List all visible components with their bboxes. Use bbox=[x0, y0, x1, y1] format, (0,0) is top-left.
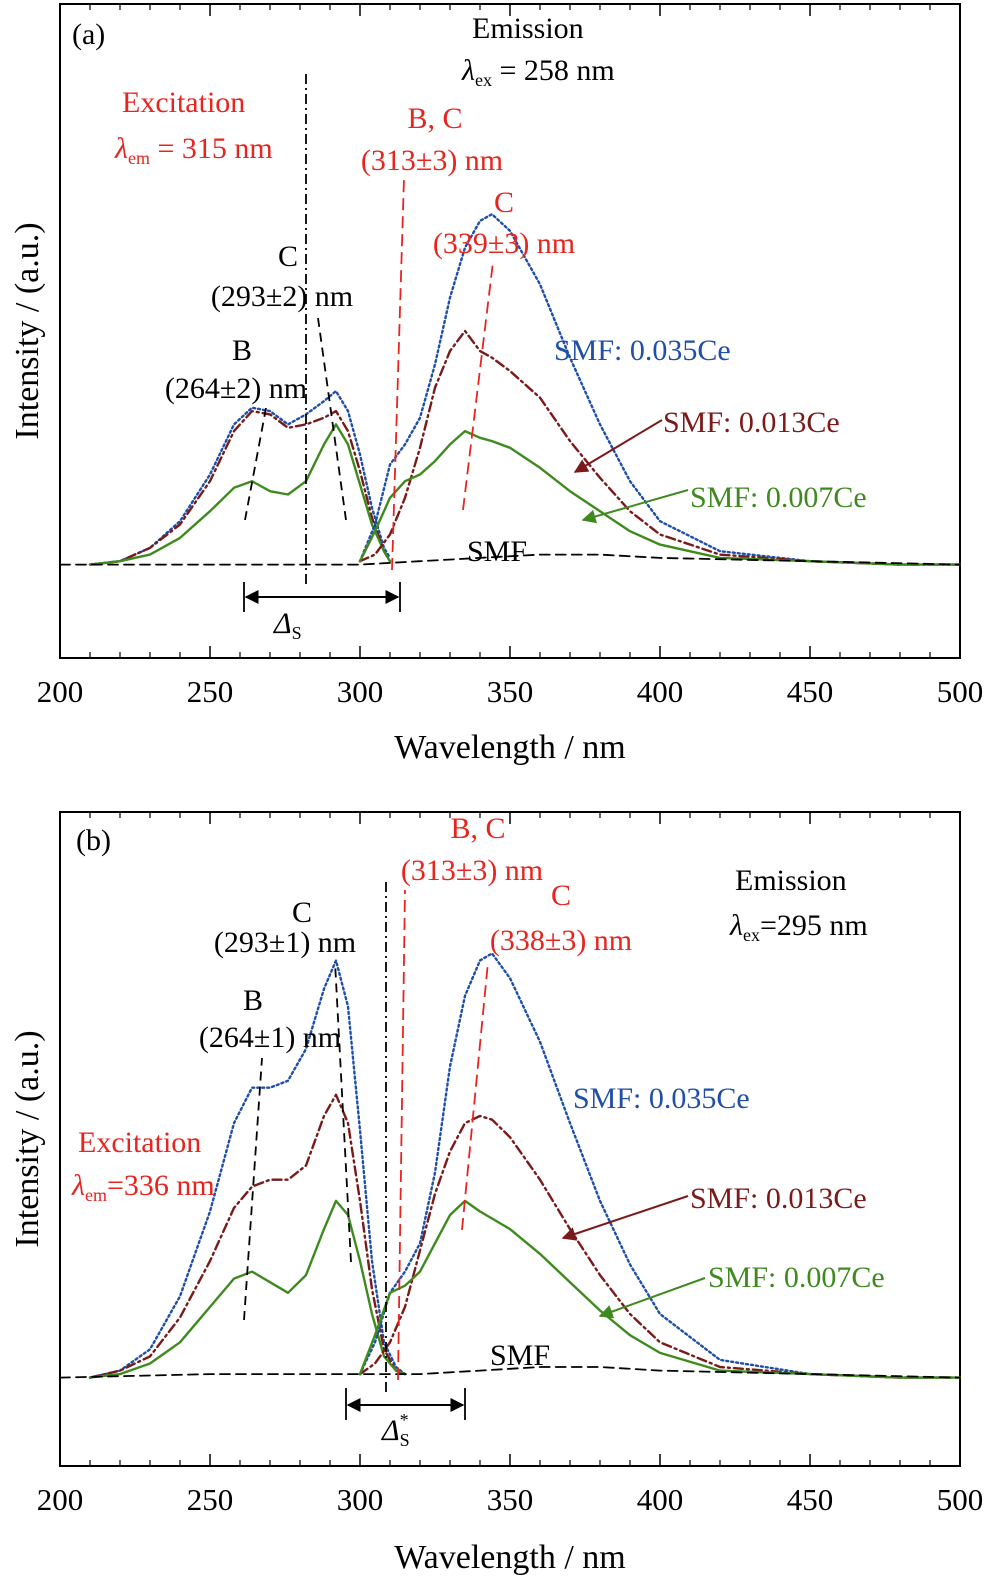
series-line-emission-smf-0-035ce bbox=[358, 952, 962, 1379]
excitation-lambda-b: λem=336 nm bbox=[71, 1169, 215, 1205]
emission-lambda-b: λex=295 nm bbox=[729, 909, 868, 945]
emission-lambda-a: λex = 258 nm bbox=[461, 54, 615, 90]
series-line-emission-smf-0-013ce bbox=[358, 329, 962, 566]
x-axis-title-a: Wavelength / nm bbox=[394, 729, 625, 766]
series-line-excitation-smf-0-013ce bbox=[88, 409, 392, 566]
x-tick-label: 400 bbox=[637, 674, 684, 709]
series-line-emission-smf-0-035ce bbox=[358, 213, 962, 566]
peak-bc-red-label-b: B, C bbox=[450, 812, 505, 845]
legend-013-b: SMF: 0.013Ce bbox=[690, 1182, 867, 1215]
peak-b-black-value-b: (264±1) nm bbox=[199, 1021, 341, 1054]
peak-guide-line bbox=[397, 889, 406, 1381]
x-tick-label: 450 bbox=[787, 1482, 834, 1517]
panel-label-a: (a) bbox=[72, 18, 105, 51]
series-line-excitation-smf-0-007ce bbox=[88, 1199, 407, 1379]
x-tick-label: 200 bbox=[37, 1482, 84, 1517]
legend-arrow bbox=[598, 1277, 706, 1319]
legend-013-a: SMF: 0.013Ce bbox=[663, 406, 840, 439]
x-tick-label: 250 bbox=[187, 674, 234, 709]
legend-arrow bbox=[573, 419, 663, 473]
emission-title-b: Emission bbox=[735, 864, 847, 897]
x-ticks-b: 200 250 300 350 400 450 500 bbox=[37, 812, 984, 1517]
excitation-lambda-a: λem = 315 nm bbox=[114, 132, 273, 168]
legend-smf-b: SMF bbox=[490, 1339, 550, 1372]
x-tick-label: 400 bbox=[637, 1482, 684, 1517]
series-line-baseline-smf bbox=[59, 553, 961, 566]
peak-bc-red-label-a: B, C bbox=[407, 102, 462, 135]
x-tick-label: 200 bbox=[37, 674, 84, 709]
series-line-emission-smf-0-013ce bbox=[358, 1114, 962, 1379]
legend-arrow bbox=[561, 1195, 689, 1241]
peak-bc-red-value-a: (313±3) nm bbox=[361, 144, 503, 177]
panel-a: 200 250 300 350 400 450 500 Intensity / (a.u.)… bbox=[9, 3, 984, 766]
peak-c-red-label-b: C bbox=[551, 879, 571, 912]
peak-c-black-value-b: (293±1) nm bbox=[214, 926, 356, 959]
panel-b: 200 250 300 350 400 450 500 Intensity / (a.u.)… bbox=[9, 811, 984, 1576]
peak-guide-line bbox=[317, 317, 347, 521]
y-axis-title-b: Intensity / (a.u.) bbox=[9, 1030, 46, 1247]
peak-c-black-label-a: C bbox=[278, 240, 298, 273]
peak-c-red-value-b: (338±3) nm bbox=[490, 924, 632, 957]
x-ticks-a: 200 250 300 350 400 450 500 bbox=[37, 4, 984, 709]
x-tick-label: 350 bbox=[487, 674, 534, 709]
peak-bc-red-value-b: (313±3) nm bbox=[401, 854, 543, 887]
peak-b-black-label-a: B bbox=[232, 334, 252, 367]
peak-guide-line bbox=[243, 1057, 263, 1321]
y-axis-title-a: Intensity / (a.u.) bbox=[9, 222, 46, 439]
x-tick-label: 250 bbox=[187, 1482, 234, 1517]
series-line-baseline-smf bbox=[59, 1366, 961, 1379]
legend-007-a: SMF: 0.007Ce bbox=[690, 481, 867, 514]
peak-b-black-value-a: (264±2) nm bbox=[165, 372, 307, 405]
legend-035-a: SMF: 0.035Ce bbox=[554, 334, 731, 367]
peak-c-red-label-a: C bbox=[494, 186, 514, 219]
x-tick-label: 350 bbox=[487, 1482, 534, 1517]
peak-c-red-value-a: (339±3) nm bbox=[433, 227, 575, 260]
peak-guide-line bbox=[462, 261, 494, 511]
peak-guide-line bbox=[244, 407, 267, 521]
x-tick-label: 500 bbox=[937, 674, 984, 709]
peak-c-black-value-a: (293±2) nm bbox=[211, 280, 353, 313]
x-tick-label: 300 bbox=[337, 674, 384, 709]
legend-smf-a: SMF bbox=[467, 535, 527, 568]
curves-b bbox=[59, 882, 962, 1420]
series-line-excitation-smf-0-013ce bbox=[88, 1093, 407, 1379]
excitation-title-a: Excitation bbox=[122, 86, 245, 119]
stokes-shift-label-a: ΔS bbox=[273, 607, 302, 643]
excitation-title-b: Excitation bbox=[78, 1126, 201, 1159]
series-line-emission-smf-0-007ce bbox=[358, 1199, 962, 1379]
x-tick-label: 450 bbox=[787, 674, 834, 709]
series-line-excitation-smf-0-035ce bbox=[88, 959, 407, 1379]
stokes-shift-label-b: ΔS* bbox=[381, 1410, 410, 1450]
legend-035-b: SMF: 0.035Ce bbox=[573, 1082, 750, 1115]
series-line-emission-smf-0-007ce bbox=[358, 429, 962, 566]
x-axis-title-b: Wavelength / nm bbox=[394, 1539, 625, 1576]
curves-a bbox=[59, 74, 962, 612]
series-line-excitation-smf-0-007ce bbox=[88, 423, 392, 566]
peak-c-black-label-b: C bbox=[292, 896, 312, 929]
peak-guide-line bbox=[461, 961, 489, 1231]
legend-007-b: SMF: 0.007Ce bbox=[708, 1261, 885, 1294]
panel-label-b: (b) bbox=[76, 824, 111, 857]
peak-guide-line bbox=[334, 961, 352, 1263]
x-tick-label: 300 bbox=[337, 1482, 384, 1517]
x-tick-label: 500 bbox=[937, 1482, 984, 1517]
series-line-excitation-smf-0-035ce bbox=[88, 389, 392, 566]
emission-title-a: Emission bbox=[472, 12, 584, 45]
peak-guide-line bbox=[391, 177, 405, 571]
legend-arrow bbox=[581, 489, 689, 524]
peak-b-black-label-b: B bbox=[243, 984, 263, 1017]
